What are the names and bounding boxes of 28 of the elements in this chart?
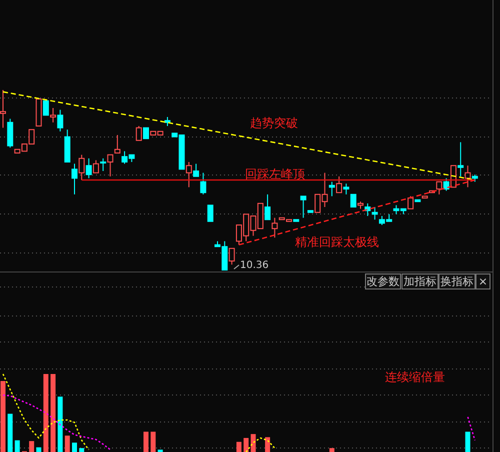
annotation: 10.36 <box>240 260 269 271</box>
bar <box>14 440 20 452</box>
bar <box>58 396 63 452</box>
annotation: 回踩左峰顶 <box>245 167 305 181</box>
annotation: 趋势突破 <box>250 116 298 130</box>
bar <box>0 381 6 452</box>
bar <box>144 432 148 452</box>
bar <box>265 437 270 452</box>
bar <box>244 438 249 452</box>
annotation: 连续缩倍量 <box>385 370 445 384</box>
bar <box>329 448 334 452</box>
bar <box>43 374 48 452</box>
bar <box>465 432 470 452</box>
bar <box>72 442 77 452</box>
bar <box>250 434 256 452</box>
bar <box>150 432 156 452</box>
bar <box>64 436 70 452</box>
bar <box>236 442 242 452</box>
bar <box>8 414 13 452</box>
bar <box>36 447 42 452</box>
bar <box>79 448 84 452</box>
text: × <box>478 275 488 288</box>
bar <box>29 441 34 452</box>
text: 换指标 <box>440 275 474 288</box>
text: 改参数 <box>366 275 400 288</box>
annotation: 精准回踩太极线 <box>295 235 379 249</box>
text: 加指标 <box>404 275 436 288</box>
bar <box>50 374 56 452</box>
